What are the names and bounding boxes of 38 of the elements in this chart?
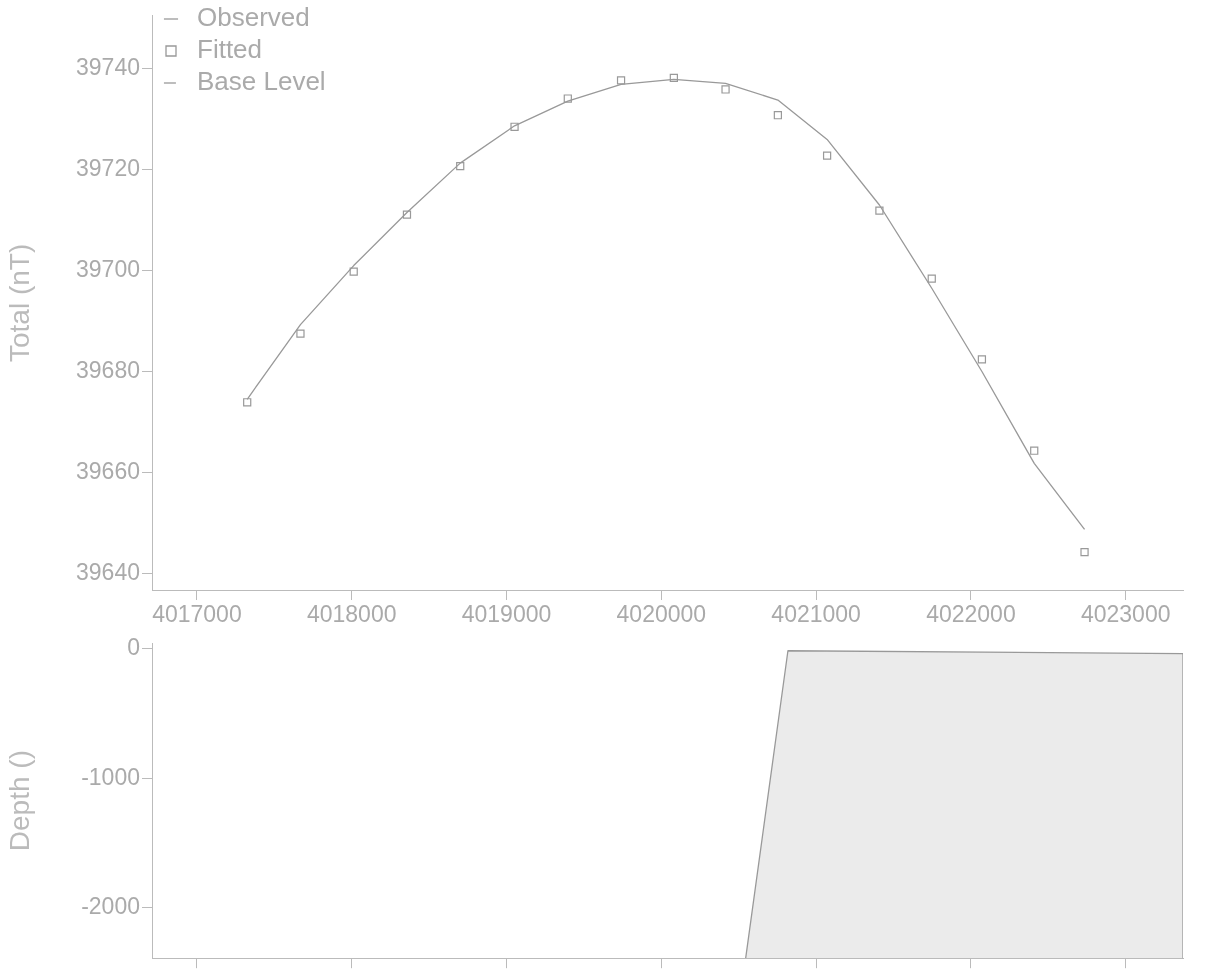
y-tick-label: 39660: [76, 457, 140, 484]
point: [296, 329, 305, 338]
point: [773, 111, 783, 120]
point: [977, 355, 987, 364]
point: [563, 94, 572, 103]
point: [402, 210, 412, 219]
point: [875, 206, 884, 215]
x-tick-label: 4023000: [1080, 601, 1171, 628]
legend-label: Base Level: [197, 66, 326, 97]
point: [822, 151, 832, 160]
y-tick-label: -2000: [81, 893, 140, 920]
point: [669, 73, 678, 82]
y-tick-label: 39740: [76, 54, 140, 81]
legend-label: Observed: [197, 2, 310, 33]
x-tick-label: 4017000: [152, 601, 242, 628]
point: [510, 122, 519, 131]
x-tick-label: 4022000: [926, 601, 1016, 628]
point: [243, 398, 252, 407]
y-tick-label: 0: [127, 634, 140, 661]
y-tick-label: 39700: [76, 255, 140, 282]
x-tick-label: 4019000: [461, 601, 552, 628]
y-axis-title: Depth (): [3, 750, 35, 852]
y-tick-label: 39680: [76, 356, 140, 383]
point: [927, 274, 936, 283]
y-axis-title: Total (nT): [3, 243, 35, 363]
x-tick-label: 4021000: [771, 601, 861, 628]
point: [1080, 548, 1089, 557]
point: [721, 85, 730, 94]
legend-label: Fitted: [197, 34, 263, 65]
y-tick-label: 39720: [76, 155, 140, 182]
y-tick-label: 39640: [76, 558, 140, 585]
y-tick-label: -1000: [81, 763, 140, 790]
point: [616, 76, 626, 85]
point: [349, 267, 358, 276]
x-tick-label: 4020000: [616, 601, 707, 628]
point: [1030, 446, 1039, 455]
x-tick-label: 4018000: [306, 601, 397, 628]
point: [456, 162, 465, 171]
